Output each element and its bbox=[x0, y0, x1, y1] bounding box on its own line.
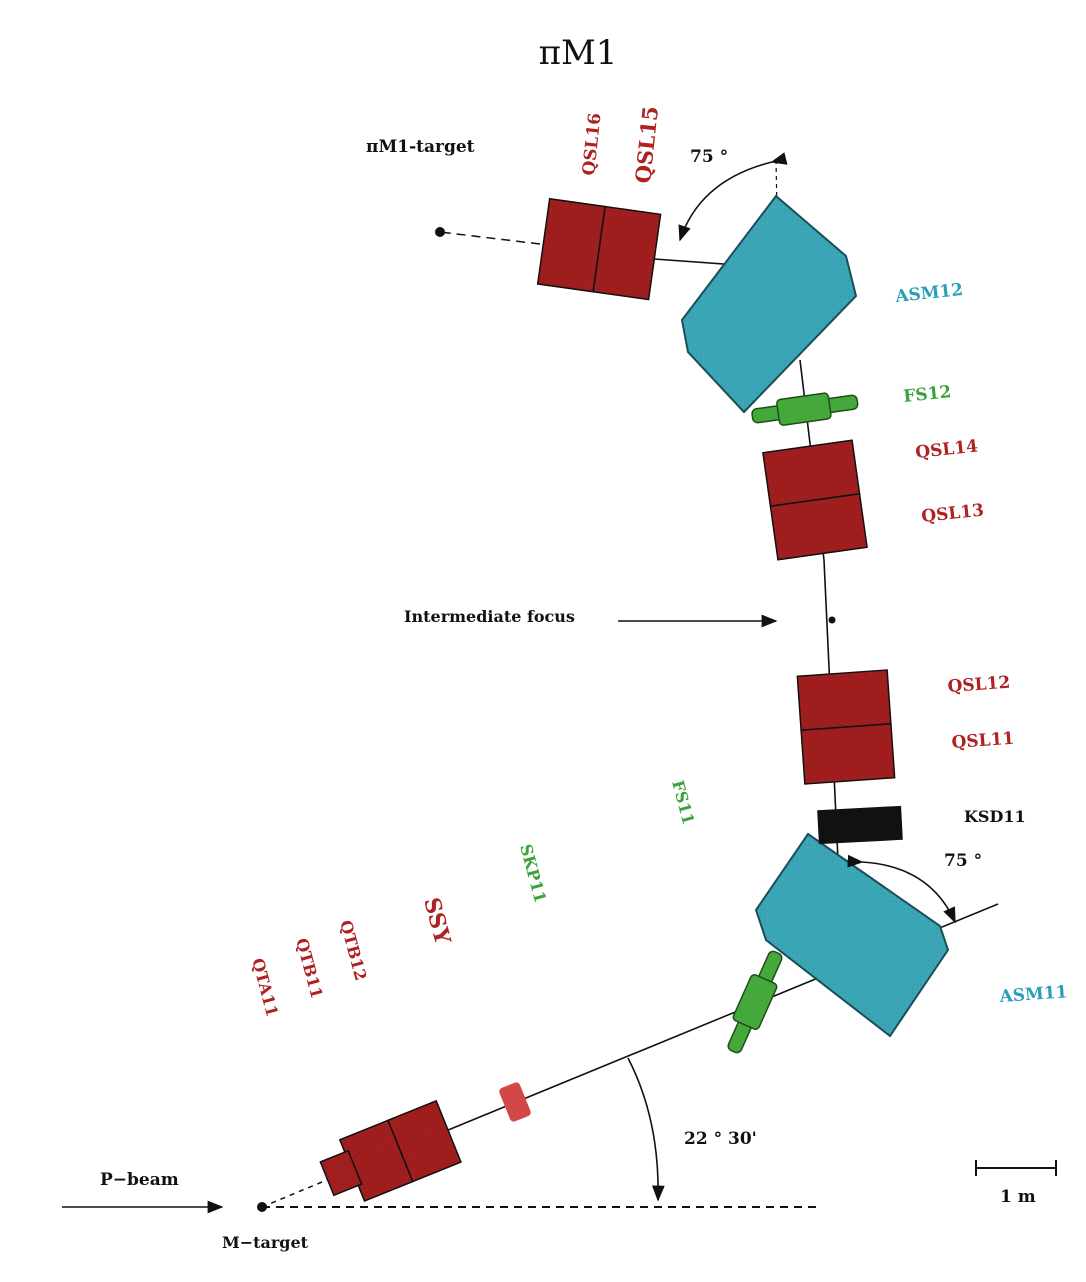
angle-mid-label: 75 ° bbox=[944, 851, 982, 871]
qtb12-label: QTB12 bbox=[336, 918, 370, 982]
fs12-label: FS12 bbox=[902, 382, 952, 407]
qsl12-qsl11-quadrupoles bbox=[796, 669, 896, 785]
intermediate-focus-label: Intermediate focus bbox=[404, 607, 575, 626]
fs11-slit bbox=[727, 950, 783, 1054]
angle-top-label: 75 ° bbox=[690, 147, 728, 167]
beam-axis-segment-6 bbox=[439, 231, 541, 245]
fs12-slit bbox=[751, 392, 859, 426]
asm12-texture bbox=[682, 196, 856, 412]
qta11-quadrupole bbox=[319, 1149, 363, 1197]
scale-bar bbox=[975, 1160, 1057, 1176]
angle-arc-bottom bbox=[627, 1057, 665, 1202]
qtb11-label: QTB11 bbox=[292, 936, 326, 1000]
qta11-label: QTA11 bbox=[248, 956, 282, 1019]
qsl16-label: QSL16 bbox=[579, 112, 605, 176]
qsl13-label: QSL13 bbox=[920, 501, 984, 527]
qsl16-qsl15-quadrupoles bbox=[536, 197, 662, 301]
fs11-label: FS11 bbox=[668, 778, 698, 827]
skp11-label: SKP11 bbox=[516, 842, 550, 905]
qsl11-label: QSL11 bbox=[951, 729, 1015, 753]
ssy-element bbox=[499, 1082, 531, 1122]
angle-arc-mid bbox=[847, 854, 956, 924]
scale-label: 1 m bbox=[1000, 1187, 1036, 1207]
pm1-target-dot bbox=[435, 227, 445, 237]
qsl14-qsl13-quadrupoles bbox=[762, 439, 868, 561]
qsl15-label: QSL15 bbox=[630, 105, 663, 185]
asm12-label: ASM12 bbox=[893, 280, 964, 307]
p-beam-label: P−beam bbox=[100, 1170, 179, 1190]
angle-arc-top bbox=[678, 152, 788, 242]
ksd11-label: KSD11 bbox=[964, 807, 1026, 826]
ssy-label: SSY bbox=[418, 895, 455, 947]
ksd11-element bbox=[817, 805, 903, 845]
asm11-label: ASM11 bbox=[998, 982, 1068, 1007]
asm11-texture bbox=[756, 834, 948, 1036]
qsl14-label: QSL14 bbox=[914, 437, 979, 463]
m-target-dot bbox=[257, 1202, 267, 1212]
angle-bottom-label: 22 ° 30' bbox=[684, 1129, 757, 1149]
pm1-target-label: πM1-target bbox=[366, 137, 475, 157]
diagram-title: πM1 bbox=[539, 33, 618, 73]
m-target-label: M−target bbox=[222, 1233, 309, 1252]
qsl12-label: QSL12 bbox=[947, 673, 1011, 697]
intermediate-focus-dot bbox=[828, 616, 836, 624]
